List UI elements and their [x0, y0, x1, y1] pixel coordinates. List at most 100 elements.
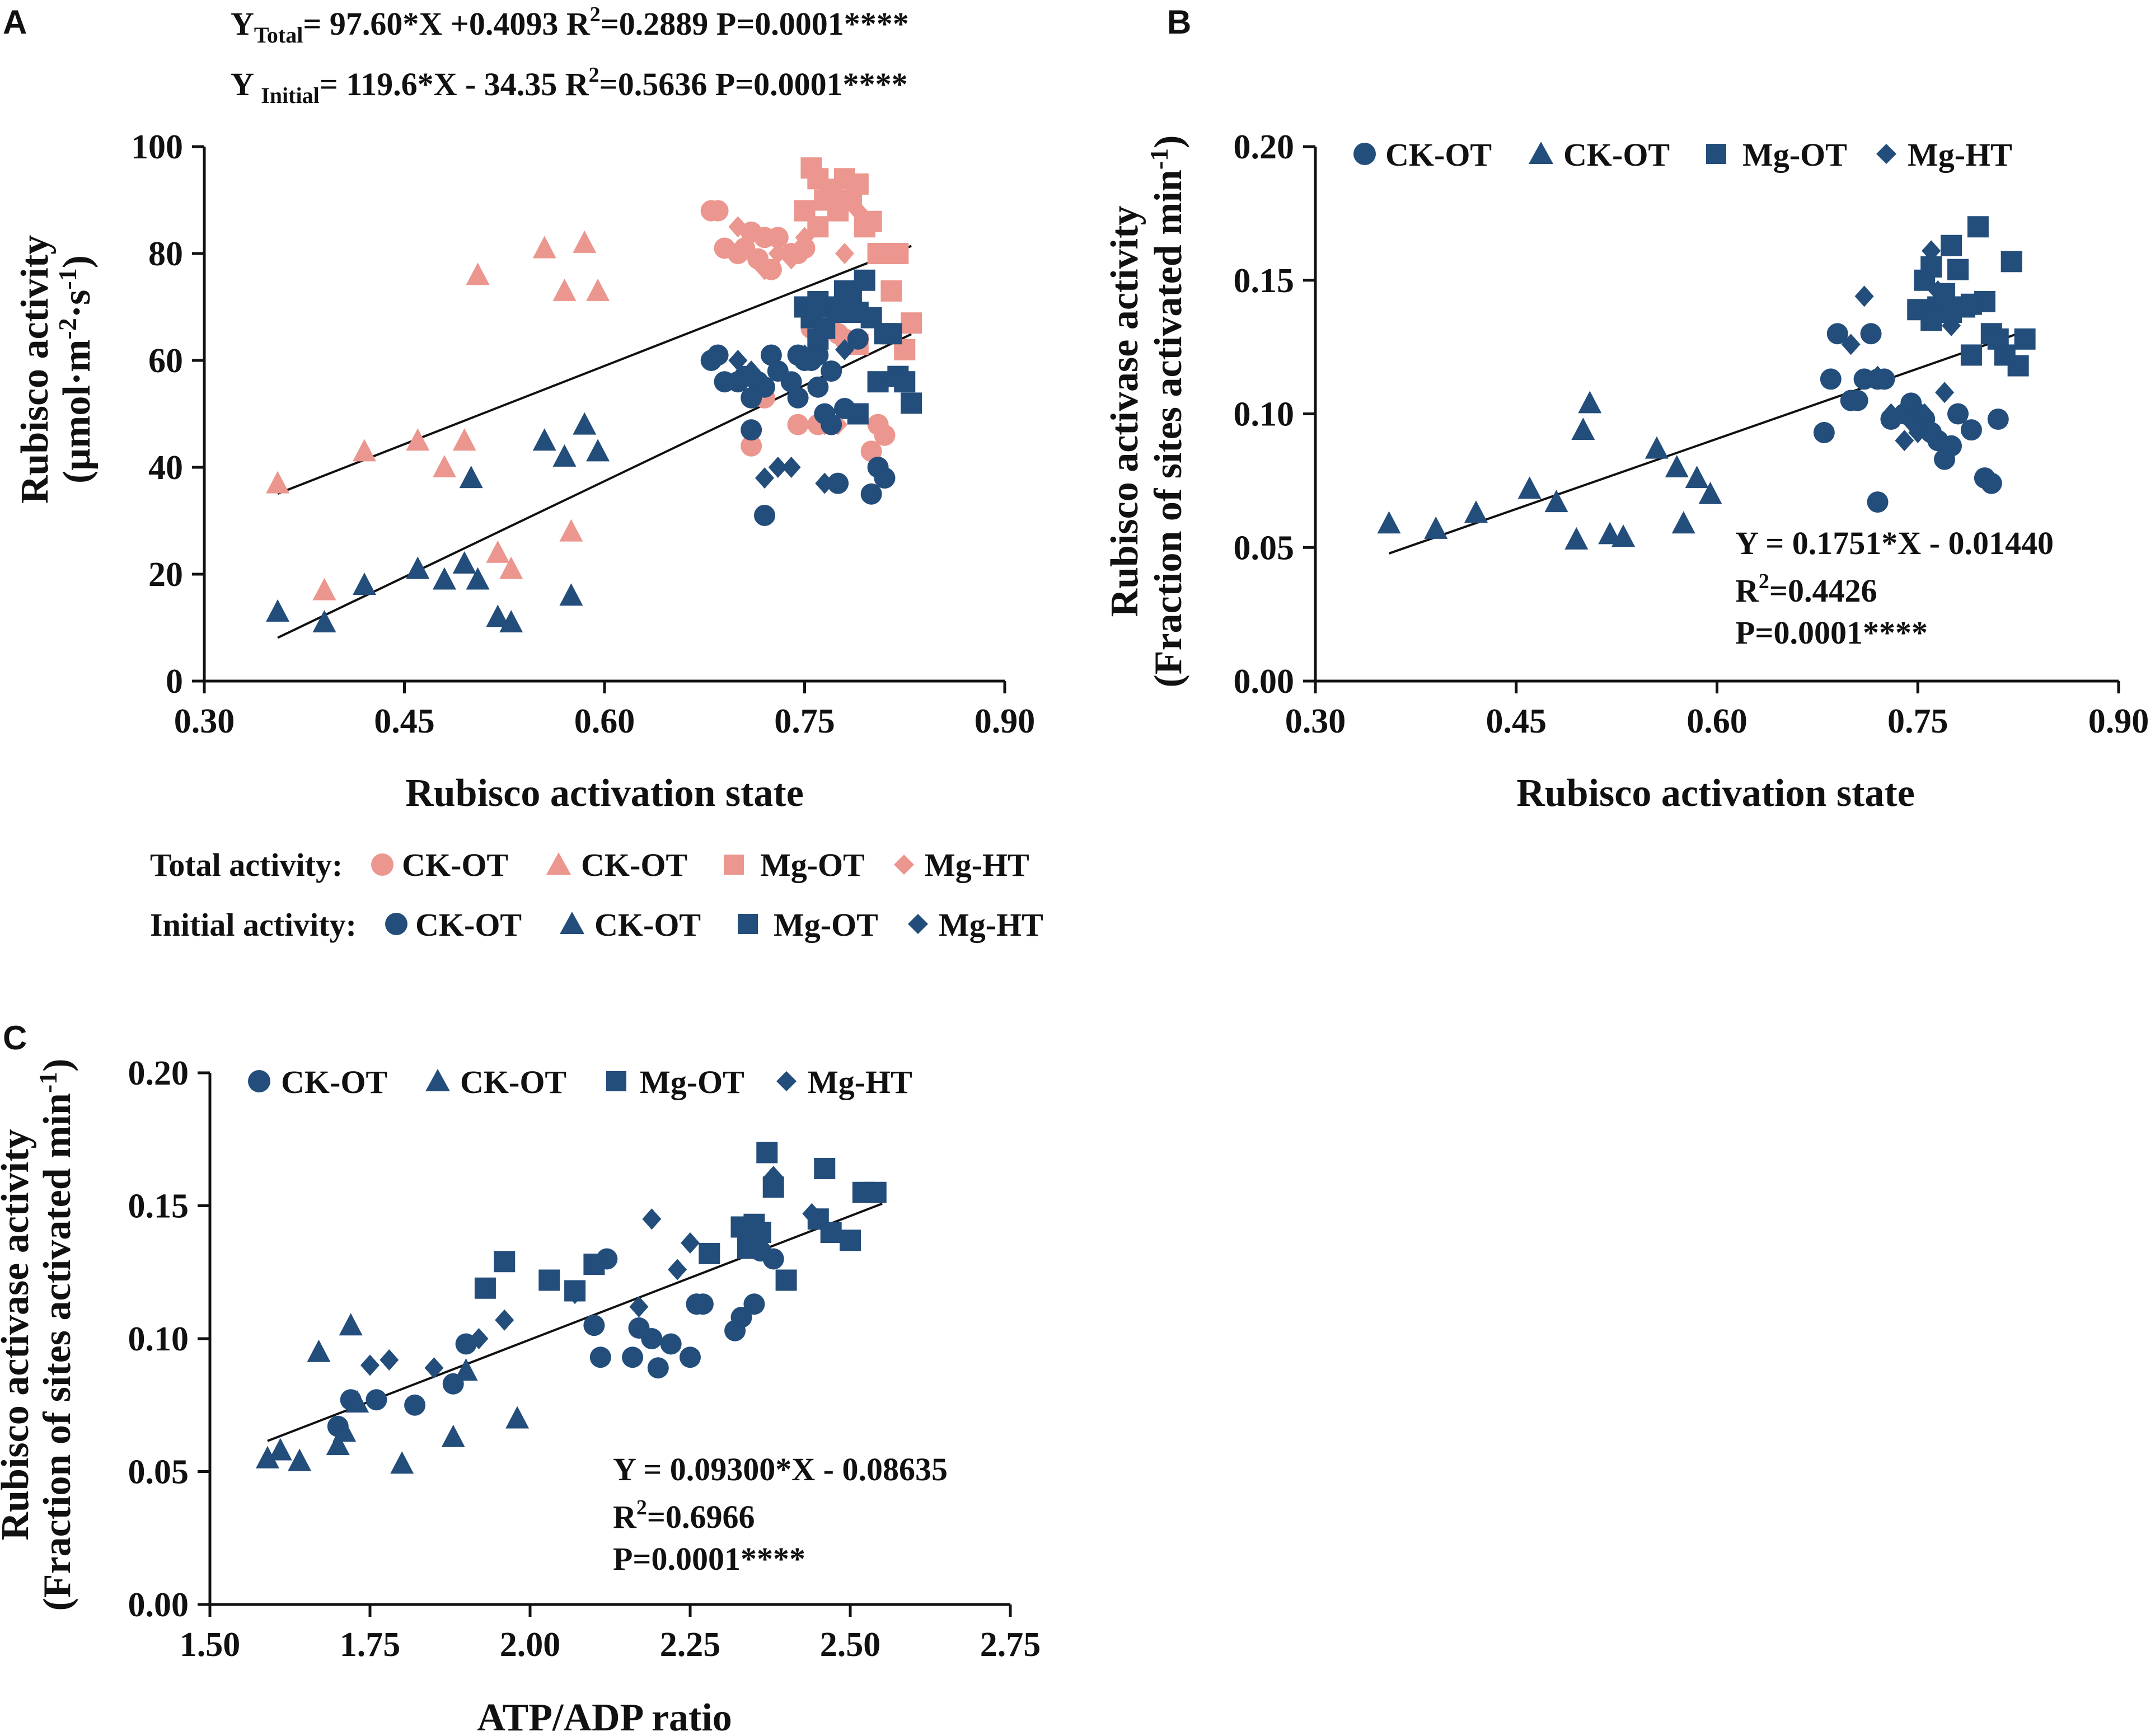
panel-c-point-square — [474, 1277, 496, 1299]
panel-c-point-circle — [583, 1315, 605, 1336]
panel-a-point-diamond — [835, 339, 854, 360]
panel-a-equation-total: YTotal= 97.60*X +0.4093 R2=0.2889 P=0.00… — [231, 3, 909, 48]
panel-c-point-triangle — [255, 1446, 279, 1468]
panel-a-point-circle — [807, 344, 829, 366]
panel-b-point-triangle — [1645, 436, 1669, 459]
panel-a-point-triangle — [552, 444, 577, 467]
legend-initial-mg-ht-diamond-icon — [908, 914, 928, 934]
panel-a-x-tick-label: 0.75 — [774, 702, 835, 740]
panel-b-x-tick-label: 0.60 — [1686, 702, 1748, 740]
legend-initial-label-4: Mg-HT — [939, 907, 1043, 943]
legend-c-mg-ot-square-icon — [606, 1071, 626, 1091]
panel-c-point-diamond — [681, 1232, 700, 1254]
panel-b-point-square — [2007, 355, 2029, 377]
panel-a-point-circle — [754, 504, 775, 526]
legend-initial-mg-ot-square-icon — [738, 914, 758, 934]
panel-a-point-square — [880, 323, 902, 345]
panel-a-point-square — [880, 280, 902, 302]
panel-c-point-square — [814, 1158, 836, 1179]
panel-c-fit-r2: R2=0.6966 — [613, 1496, 755, 1535]
panel-a-x-tick-label: 0.30 — [174, 702, 235, 740]
legend-total-label-3: Mg-OT — [760, 847, 865, 883]
panel-c-point-diamond — [763, 1166, 783, 1188]
panel-a-point-triangle — [406, 428, 430, 451]
panel-a-y-tick-label: 100 — [131, 128, 183, 166]
panel-c-point-diamond — [565, 1283, 585, 1305]
panel-a-point-square — [847, 173, 869, 195]
panel-c-series-triangle-1 — [255, 1313, 530, 1474]
panel-a-point-triangle — [586, 439, 610, 462]
panel-a-fit-line — [277, 245, 912, 495]
panel-a-point-circle — [767, 227, 789, 248]
panel-a-point-square — [827, 296, 849, 318]
panel-a-fit-line — [277, 333, 912, 639]
legend-total-ck-ot-triangle-icon — [546, 852, 571, 875]
panel-b-series-square-2 — [1907, 216, 2036, 377]
panel-c-y-title-line1: Rubisco activase activity — [0, 1129, 37, 1541]
panel-c-point-triangle — [326, 1433, 350, 1455]
panel-c-point-square — [756, 1142, 778, 1163]
panel-b-series-diamond-3 — [1841, 240, 1967, 452]
panel-a-series-triangle-5 — [266, 412, 610, 632]
panel-c-fit-equation: Y = 0.09300*X - 0.08635 — [613, 1451, 948, 1488]
legend-total-label-2: CK-OT — [581, 847, 687, 883]
panel-b-plot: 0.00 0.05 0.10 0.15 0.20 0.30 0.45 0.60 0.75 0.90 — [1234, 128, 2149, 740]
panel-b-y-tick-label: 0.15 — [1234, 262, 1295, 300]
panel-b-x-tick-label: 0.45 — [1486, 702, 1547, 740]
panel-a-x-title: Rubisco activation state — [405, 772, 804, 815]
panel-a-point-circle — [874, 424, 896, 446]
panel-a-point-square — [847, 403, 869, 425]
panel-b-point-circle — [1987, 409, 2009, 430]
panel-c-point-circle — [762, 1248, 784, 1270]
panel-b-point-circle — [1941, 435, 1962, 457]
panel-c-point-triangle — [505, 1406, 530, 1429]
panel-c-point-triangle — [454, 1358, 478, 1381]
panel-c-series-circle-0 — [327, 1240, 784, 1437]
legend-b-label-1: CK-OT — [1385, 137, 1492, 173]
legend-c-mg-ht-diamond-icon — [776, 1071, 797, 1091]
panel-c-point-diamond — [668, 1259, 687, 1280]
panel-c-x-tick-label: 2.75 — [980, 1626, 1041, 1664]
panel-a-point-triangle — [433, 455, 456, 477]
panel-a-point-diamond — [755, 259, 774, 280]
panel-a-point-circle — [821, 360, 842, 382]
panel-a-x-tick-label: 0.45 — [374, 702, 435, 740]
panel-a-point-triangle — [452, 551, 476, 574]
panel-b-point-square — [1967, 216, 1989, 238]
panel-a-point-square — [901, 312, 922, 334]
panel-b-point-triangle — [1698, 481, 1722, 504]
panel-a-point-triangle — [353, 573, 376, 595]
panel-b-point-triangle — [1611, 524, 1636, 547]
panel-b-point-diamond — [1935, 382, 1955, 403]
panel-a-point-diamond — [815, 472, 835, 494]
panel-a-plot: 0 20 40 60 80 100 0.30 0.45 0.60 0.75 0.90 — [131, 128, 1035, 740]
panel-b-y-tick-label: 0.20 — [1234, 128, 1295, 166]
panel-a-point-triangle — [559, 519, 583, 542]
panel-c-point-diamond — [469, 1328, 489, 1349]
legend-c-label-4: Mg-HT — [808, 1064, 912, 1100]
panel-c-point-diamond — [360, 1354, 380, 1376]
panel-a-point-diamond — [828, 472, 848, 494]
panel-b-point-triangle — [1578, 391, 1602, 414]
panel-a-series-diamond-7 — [728, 302, 868, 494]
legend-initial-ck-ot-triangle-icon — [560, 912, 584, 934]
legend-initial-label-2: CK-OT — [594, 907, 701, 943]
panel-c-point-circle — [692, 1293, 714, 1315]
panel-b-point-circle — [1820, 368, 1842, 390]
panel-c-point-diamond — [629, 1296, 649, 1317]
panel-c-point-circle — [641, 1328, 663, 1349]
panel-a-point-circle — [741, 419, 762, 441]
panel-b-letter: B — [1167, 3, 1191, 41]
panel-a-point-circle — [707, 344, 729, 366]
panel-b-y-tick-label: 0.05 — [1234, 529, 1295, 567]
panel-b-point-triangle — [1665, 455, 1689, 477]
panel-a-point-square — [901, 392, 922, 414]
panel-a-point-circle — [707, 200, 729, 222]
legend-initial-title: Initial activity: — [150, 907, 357, 943]
panel-b-point-triangle — [1571, 417, 1595, 440]
legend-initial-label-3: Mg-OT — [774, 907, 878, 943]
panel-b-point-diamond — [1895, 430, 1914, 452]
panel-b-point-diamond — [1928, 280, 1948, 302]
panel-b-point-circle — [1947, 403, 1969, 425]
